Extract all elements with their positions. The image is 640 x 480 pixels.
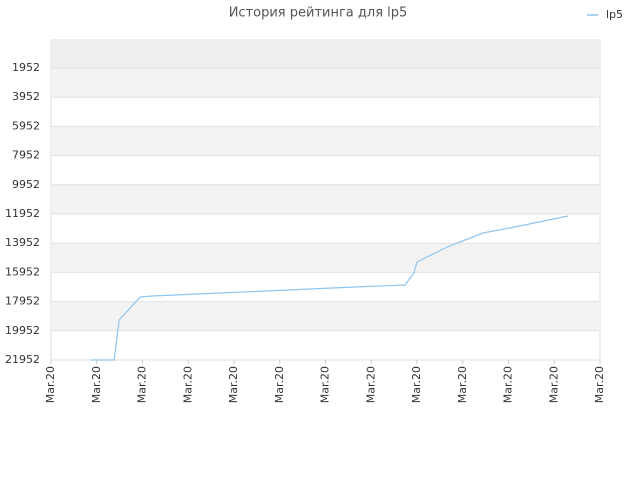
line: [90, 215, 569, 361]
x-tick-label: Mar.20: [136, 366, 149, 403]
x-tick-label: Mar.20: [364, 366, 377, 403]
y-tick-label: 7952: [12, 149, 40, 162]
x-tick-label: Mar.20: [44, 366, 57, 403]
x-tick-label: Mar.20: [593, 366, 606, 403]
x-tick-label: Mar.20: [547, 366, 560, 403]
band: [51, 40, 600, 69]
x-tick-label: Mar.20: [90, 366, 103, 403]
y-tick-label: 13952: [5, 236, 40, 249]
y-tick-label: 17952: [5, 295, 40, 308]
band: [51, 243, 600, 273]
legend-label: lp5: [606, 8, 623, 21]
y-tick-label: 5952: [12, 119, 40, 132]
y-tick-label: 3952: [12, 90, 40, 103]
y-tick-label: 9952: [12, 178, 40, 191]
y-tick-label: 11952: [5, 207, 40, 220]
y-tick-label: 19952: [5, 324, 40, 337]
chart-title: История рейтинга для lp5: [229, 6, 408, 21]
band: [51, 184, 600, 215]
x-tick-label: Mar.20: [273, 366, 286, 403]
y-tick-label: 15952: [5, 265, 40, 278]
band: [51, 301, 600, 331]
band: [51, 126, 600, 156]
x-tick-label: Mar.20: [456, 366, 469, 403]
x-tick-label: Mar.20: [227, 366, 240, 403]
x-tick-label: Mar.20: [502, 366, 515, 403]
band: [51, 68, 600, 98]
x-tick-label: Mar.20: [181, 366, 194, 403]
y-tick-label: 21952: [5, 353, 40, 366]
y-tick-label: 1952: [12, 61, 40, 74]
x-tick-label: Mar.20: [410, 366, 423, 403]
x-tick-label: Mar.20: [319, 366, 332, 403]
